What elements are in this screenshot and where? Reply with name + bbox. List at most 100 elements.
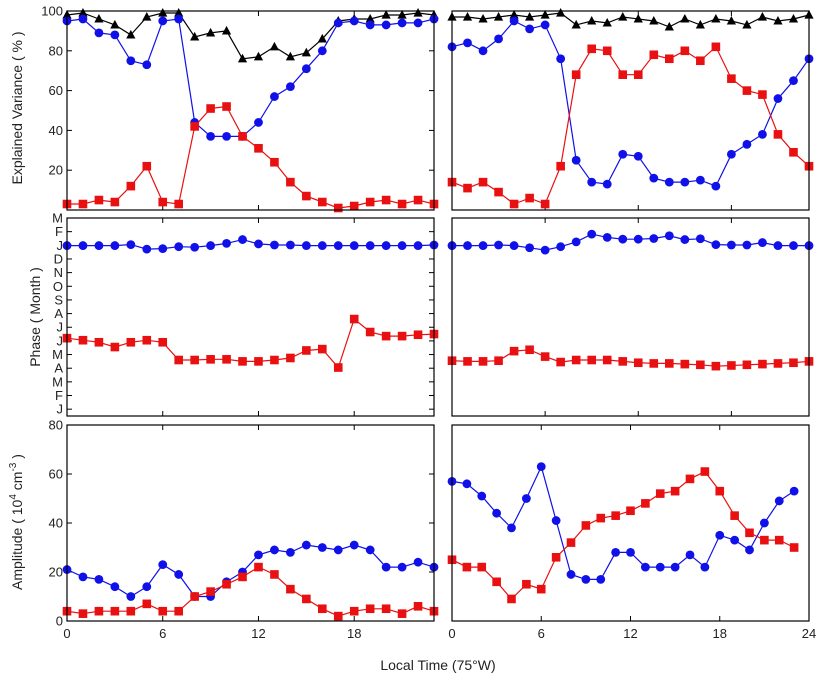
point-blue <box>556 242 566 252</box>
point-blue <box>126 592 136 601</box>
point-red <box>222 579 231 589</box>
point-red <box>286 353 295 363</box>
point-red <box>618 357 628 366</box>
x-tick-label: 12 <box>251 626 265 641</box>
series-line-blue <box>67 238 435 250</box>
point-blue <box>773 241 783 250</box>
point-blue <box>540 20 550 30</box>
point-red <box>633 358 643 368</box>
point-red <box>711 361 721 371</box>
point-blue <box>206 131 216 141</box>
point-red <box>773 130 783 139</box>
point-red <box>711 42 721 52</box>
point-red <box>238 132 247 141</box>
x-tick-label: 18 <box>347 626 361 641</box>
point-blue <box>664 231 674 241</box>
point-black <box>269 41 280 51</box>
point-blue <box>381 20 391 30</box>
point-red <box>566 538 576 547</box>
point-black <box>94 13 104 23</box>
point-blue <box>633 234 643 244</box>
x-tick-label: 0 <box>448 626 455 641</box>
point-red <box>142 161 152 171</box>
point-blue <box>758 129 767 139</box>
point-black <box>664 21 674 31</box>
point-red <box>222 355 231 364</box>
point-red <box>773 359 783 368</box>
point-blue <box>110 241 120 250</box>
point-black <box>78 7 88 17</box>
point-red <box>333 611 343 621</box>
point-red <box>626 506 635 516</box>
amp-label-mid: cm <box>9 472 25 495</box>
point-blue <box>611 548 621 557</box>
point-red <box>270 157 279 167</box>
point-black <box>540 9 550 19</box>
point-blue <box>566 570 576 579</box>
point-blue <box>759 518 769 528</box>
point-red <box>270 355 279 365</box>
point-blue <box>349 540 359 550</box>
point-blue <box>142 244 152 254</box>
point-blue <box>536 462 546 472</box>
point-red <box>571 355 581 365</box>
point-red <box>727 74 736 83</box>
point-red <box>318 197 327 207</box>
point-blue <box>730 535 740 545</box>
point-red <box>649 50 659 60</box>
point-red <box>680 359 690 369</box>
point-blue <box>78 14 88 24</box>
point-blue <box>110 582 120 592</box>
point-red <box>174 355 183 365</box>
point-red <box>397 199 407 209</box>
point-blue <box>509 241 519 250</box>
point-blue <box>365 545 375 555</box>
series-line-blue <box>451 464 795 581</box>
point-blue <box>270 240 279 250</box>
y-tick-label: 80 <box>49 43 63 58</box>
point-blue <box>238 235 247 244</box>
point-red <box>758 90 767 99</box>
point-blue <box>726 149 736 159</box>
point-blue <box>317 46 327 56</box>
point-blue <box>333 18 343 28</box>
x-tick-label: 6 <box>538 626 545 641</box>
y-tick-label: 0 <box>56 614 63 629</box>
point-black <box>633 13 643 23</box>
point-black <box>301 47 311 57</box>
point-red <box>462 562 472 572</box>
point-blue <box>174 570 184 579</box>
point-blue <box>78 572 88 582</box>
point-red <box>540 199 550 209</box>
point-blue <box>462 479 472 489</box>
point-blue <box>521 494 531 503</box>
point-blue <box>649 234 659 243</box>
point-red <box>618 70 628 79</box>
point-red <box>190 355 199 365</box>
point-blue <box>494 240 503 250</box>
amp-label-base: Amplitude ( 10 <box>9 499 25 589</box>
point-blue <box>478 46 488 56</box>
point-black <box>695 19 705 29</box>
point-red <box>254 562 263 572</box>
point-black <box>587 15 597 25</box>
point-black <box>525 11 535 21</box>
point-red <box>758 359 767 369</box>
point-blue <box>680 177 690 187</box>
y-tick-label: A <box>54 306 63 321</box>
series-line-red <box>451 349 810 367</box>
y-tick-label: 60 <box>49 467 63 482</box>
point-red <box>110 606 120 616</box>
y-tick-label: J <box>57 238 64 253</box>
x-tick-label: 18 <box>713 626 727 641</box>
point-red <box>509 199 519 209</box>
point-red <box>665 54 674 64</box>
point-blue <box>726 240 736 250</box>
point-red <box>551 553 561 562</box>
point-blue <box>525 243 535 253</box>
point-red <box>110 197 120 207</box>
point-black <box>158 7 168 17</box>
point-black <box>206 27 216 37</box>
point-red <box>536 584 546 594</box>
